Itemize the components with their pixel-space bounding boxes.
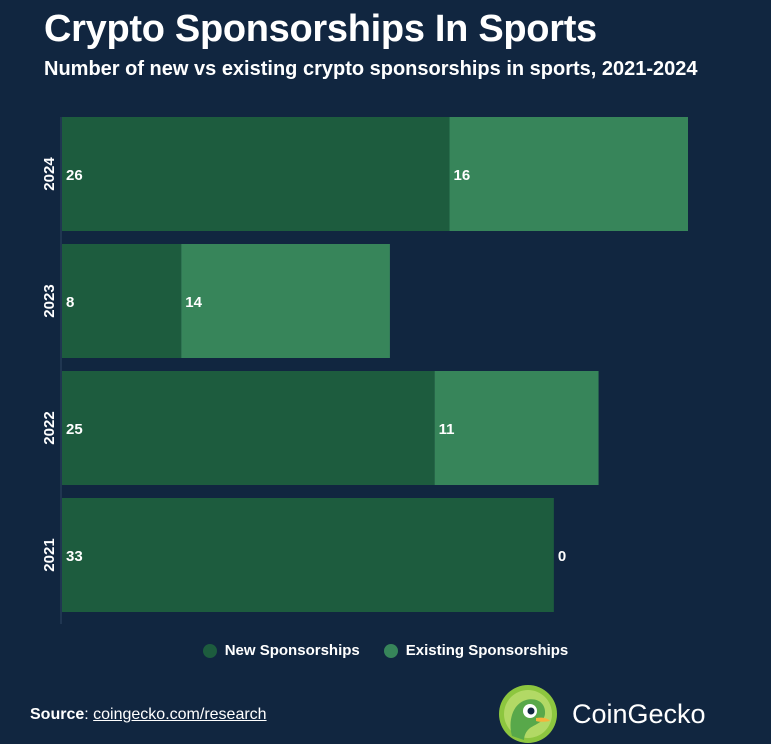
source-link[interactable]: coingecko.com/research <box>93 706 267 723</box>
legend-label-existing: Existing Sponsorships <box>405 642 569 659</box>
chart-title: Crypto Sponsorships In Sports <box>44 8 597 50</box>
brand-name: CoinGecko <box>572 698 706 729</box>
source-note: Source: coingecko.com/research <box>30 706 267 724</box>
chart-subtitle: Number of new vs existing crypto sponsor… <box>44 58 698 80</box>
legend-item-existing: Existing Sponsorships <box>383 642 569 659</box>
bar-new-2024 <box>62 117 450 231</box>
legend-item-new: New Sponsorships <box>202 642 360 659</box>
legend-swatch-new <box>202 643 217 658</box>
bar-new-2022 <box>62 371 435 485</box>
stacked-bar-chart: 2024 26 16 2023 8 14 2022 25 11 2021 33 0 <box>41 117 688 624</box>
bar-existing-2022 <box>434 371 599 485</box>
legend-label-new: New Sponsorships <box>224 642 360 659</box>
source-label: Source <box>30 706 85 723</box>
data-label-new-2021: 33 <box>66 548 83 565</box>
category-label-2022: 2022 <box>41 411 58 444</box>
bar-new-2023 <box>62 244 182 358</box>
category-label-2024: 2024 <box>41 157 58 191</box>
data-label-existing-2021: 0 <box>558 548 566 565</box>
bar-new-2021 <box>62 498 554 612</box>
bar-existing-2023 <box>181 244 390 358</box>
legend-swatch-existing <box>383 643 398 658</box>
bar-existing-2024 <box>449 117 688 231</box>
data-label-new-2024: 26 <box>66 167 83 184</box>
brand: CoinGecko <box>498 684 706 744</box>
data-label-existing-2024: 16 <box>454 167 471 184</box>
coingecko-logo-icon <box>499 685 557 743</box>
data-label-existing-2023: 14 <box>185 294 202 311</box>
chart-legend: New Sponsorships Existing Sponsorships <box>0 642 771 659</box>
data-label-new-2023: 8 <box>66 294 74 311</box>
data-label-new-2022: 25 <box>66 421 83 438</box>
data-label-existing-2022: 11 <box>439 421 455 438</box>
category-label-2021: 2021 <box>41 538 58 571</box>
category-label-2023: 2023 <box>41 284 58 317</box>
source-separator: : <box>84 706 89 723</box>
